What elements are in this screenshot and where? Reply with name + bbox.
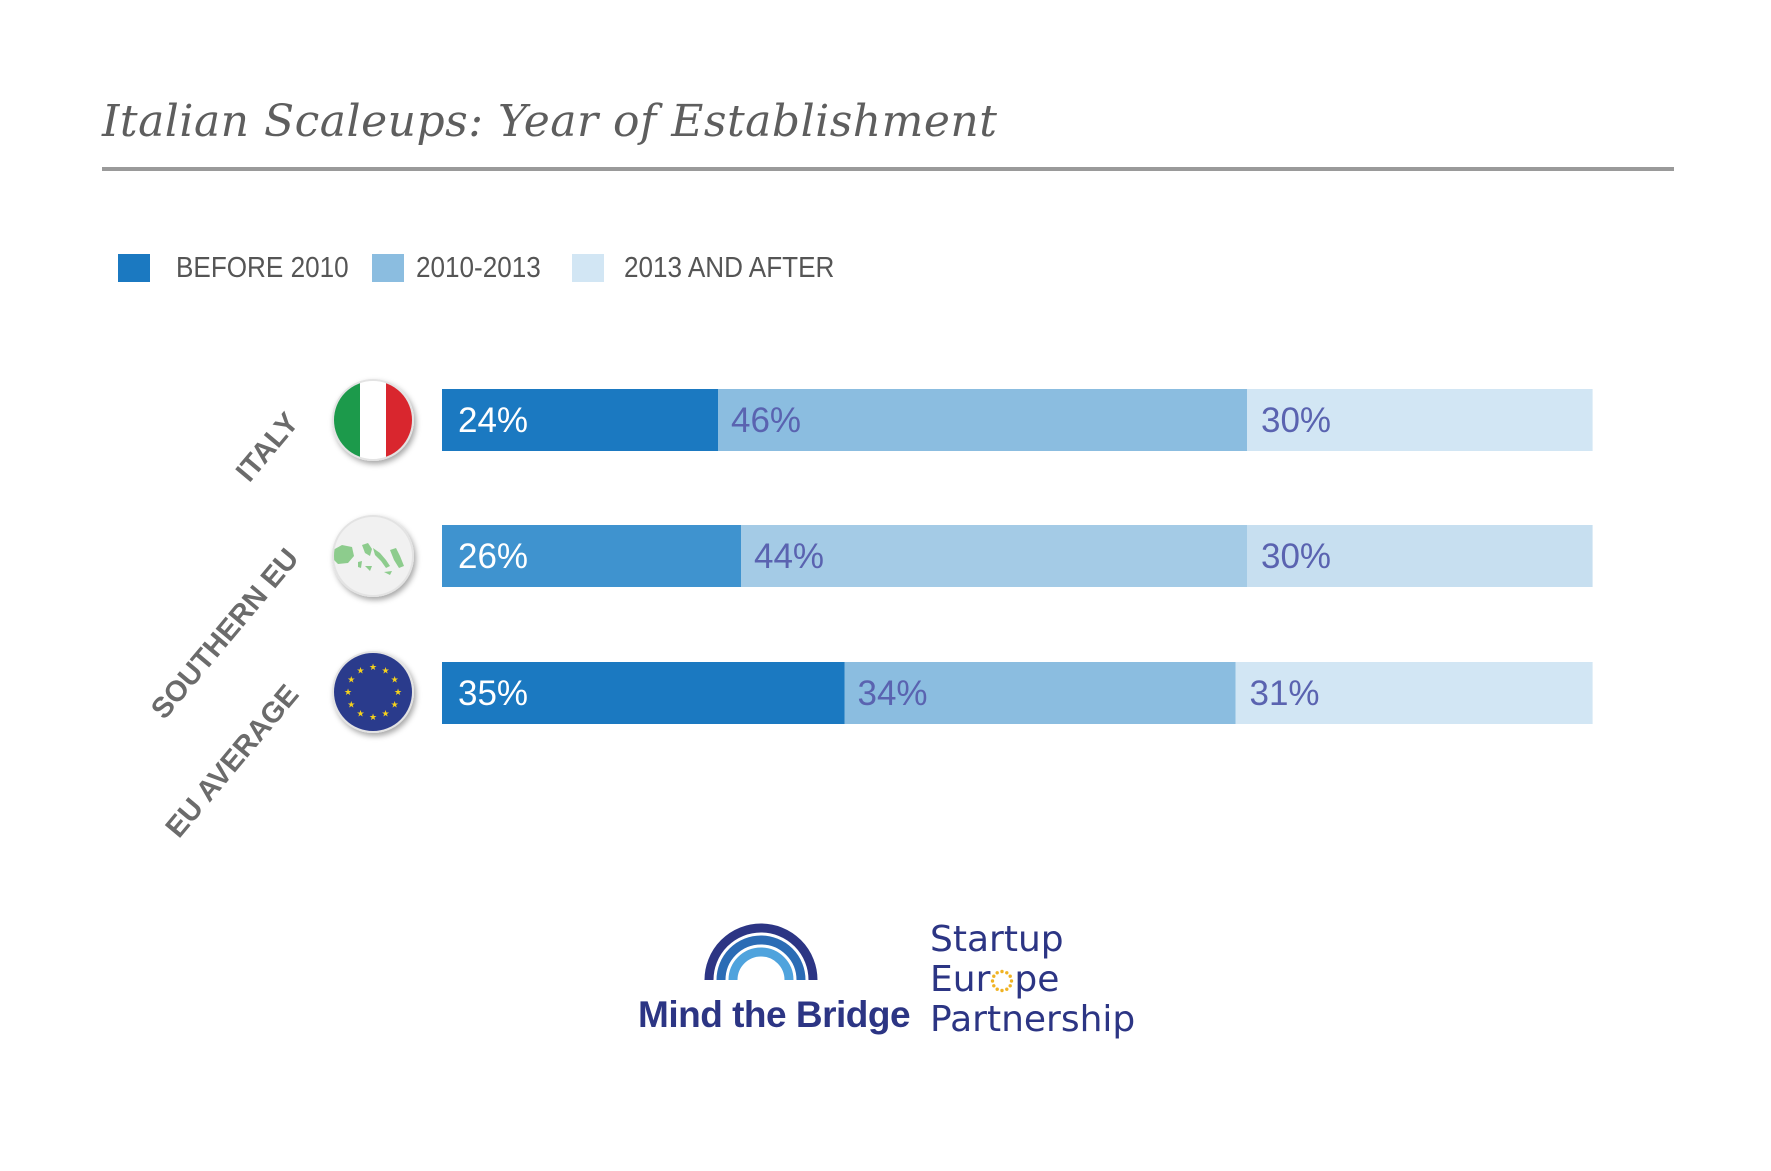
bar-segment-eu-average-2 — [844, 662, 1237, 724]
eu-star: ★ — [394, 688, 402, 698]
startup-europe-line-2-end: pe — [1014, 959, 1060, 1000]
startup-europe-line-2-start: Eur — [930, 959, 991, 1000]
startup-europe-line-3: Partnership — [930, 999, 1136, 1040]
eu-star: ★ — [356, 666, 364, 676]
bar-label-italy-3: 30% — [1261, 401, 1331, 440]
southern-eu-map-icon — [332, 515, 414, 597]
legend-label-2013-and-after: 2013 AND AFTER — [624, 252, 835, 284]
bar-label-eu-average-2: 34% — [858, 674, 928, 713]
startup-europe-line-2: Eur pe — [930, 960, 1059, 1000]
legend-label-before-2010: BEFORE 2010 — [176, 252, 349, 284]
eu-star: ★ — [391, 701, 399, 711]
bar-label-eu-average-1: 35% — [458, 674, 528, 713]
bar-label-southern-eu-1: 26% — [458, 537, 528, 576]
bar-segment-italy-3 — [1247, 389, 1593, 451]
bar-label-eu-average-3: 31% — [1250, 674, 1320, 713]
bar-group: 24% 46% 30% 26% 44% 30% 35% 34% 31% — [442, 389, 1593, 724]
bar-label-italy-2: 46% — [731, 401, 801, 440]
eu-star: ★ — [347, 676, 355, 686]
chart-title: Italian Scaleups: Year of Establishment — [102, 96, 998, 147]
row-label-italy: ITALY — [230, 407, 305, 488]
legend-label-2010-2013: 2010-2013 — [416, 252, 541, 284]
mind-the-bridge-logo — [704, 923, 818, 981]
bar-segment-southern-eu-2 — [741, 525, 1248, 587]
title-divider — [102, 167, 1674, 171]
bar-segment-southern-eu-3 — [1247, 525, 1593, 587]
footer-logos: Mind the Bridge Startup Eur pe Partnersh… — [634, 920, 1194, 1050]
eu-star: ★ — [347, 701, 355, 711]
eu-flag-icon: ★ ★★★★★★★★★★★ — [332, 651, 414, 733]
eu-star: ★ — [356, 710, 364, 720]
bar-label-southern-eu-3: 30% — [1261, 537, 1331, 576]
legend-swatch-before-2010 — [118, 254, 150, 282]
eu-star: ★ — [369, 713, 377, 723]
eu-star: ★ — [391, 676, 399, 686]
bar-label-italy-1: 24% — [458, 401, 528, 440]
legend-swatch-2010-2013 — [372, 254, 404, 282]
legend-swatch-2013-and-after — [572, 254, 604, 282]
bar-segment-italy-1 — [442, 389, 719, 451]
eu-star: ★ — [344, 688, 352, 698]
bar-label-southern-eu-2: 44% — [754, 537, 824, 576]
bar-segment-italy-2 — [718, 389, 1248, 451]
bar-segment-eu-average-3 — [1235, 662, 1593, 724]
bar-segment-eu-average-1 — [442, 662, 846, 724]
eu-star: ★ — [381, 666, 389, 676]
startup-europe-line-1: Startup — [930, 919, 1064, 960]
eu-star: ★ — [381, 710, 389, 720]
mind-the-bridge-wordmark: Mind the Bridge — [638, 994, 911, 1035]
italy-flag-icon — [332, 379, 414, 461]
star-ring-icon — [991, 969, 1014, 993]
bar-segment-southern-eu-1 — [442, 525, 742, 587]
eu-star: ★ — [369, 663, 377, 673]
